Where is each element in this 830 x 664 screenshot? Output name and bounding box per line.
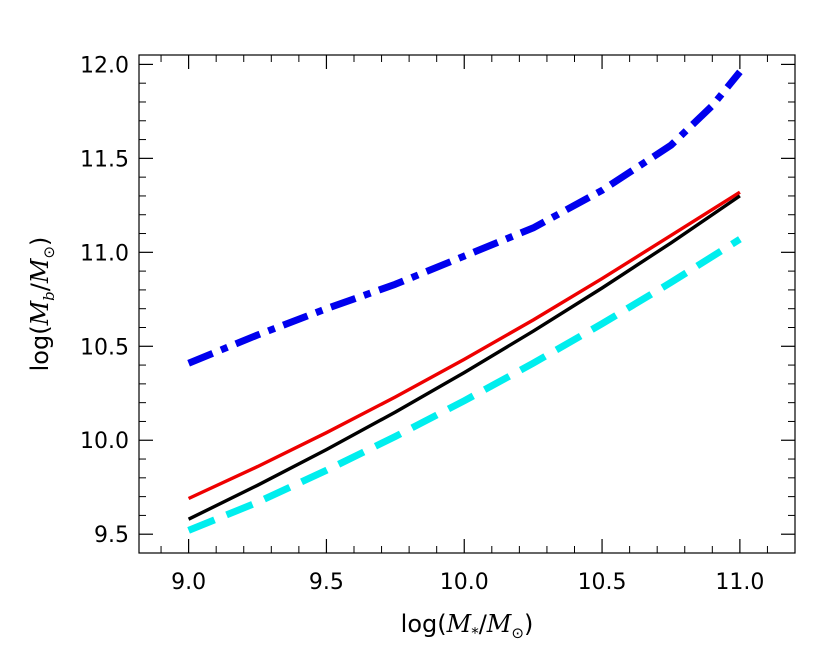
- y-tick-label: 11.5: [80, 147, 129, 172]
- x-tick-label: 9.5: [309, 570, 344, 595]
- x-tick-label: 9.0: [171, 570, 206, 595]
- series-line-blue: [187, 69, 743, 367]
- series-line-red: [187, 190, 741, 501]
- y-tick-label: 9.5: [94, 523, 129, 548]
- y-tick-label: 10.0: [80, 429, 129, 454]
- y-tick-label: 10.5: [80, 335, 129, 360]
- x-axis-label: log(M*/M⊙): [401, 610, 534, 642]
- x-tick-label: 11.0: [715, 570, 764, 595]
- x-tick-label: 10.5: [578, 570, 627, 595]
- plot-frame: [138, 54, 796, 554]
- series-layer: [187, 69, 743, 534]
- y-tick-label: 12.0: [80, 53, 129, 78]
- tick-labels: 9.0 9.5 10.0 10.5 11.0 9.5 10.0 10.5 11.0 11.5 12.…: [80, 53, 764, 595]
- series-line-black: [187, 194, 741, 521]
- y-tick-label: 11.0: [80, 241, 129, 266]
- y-axis-label: log(Mb/M⊙): [26, 237, 58, 372]
- x-tick-label: 10.0: [440, 570, 489, 595]
- series-line-cyan: [187, 236, 742, 534]
- axis-ticks: [139, 55, 796, 554]
